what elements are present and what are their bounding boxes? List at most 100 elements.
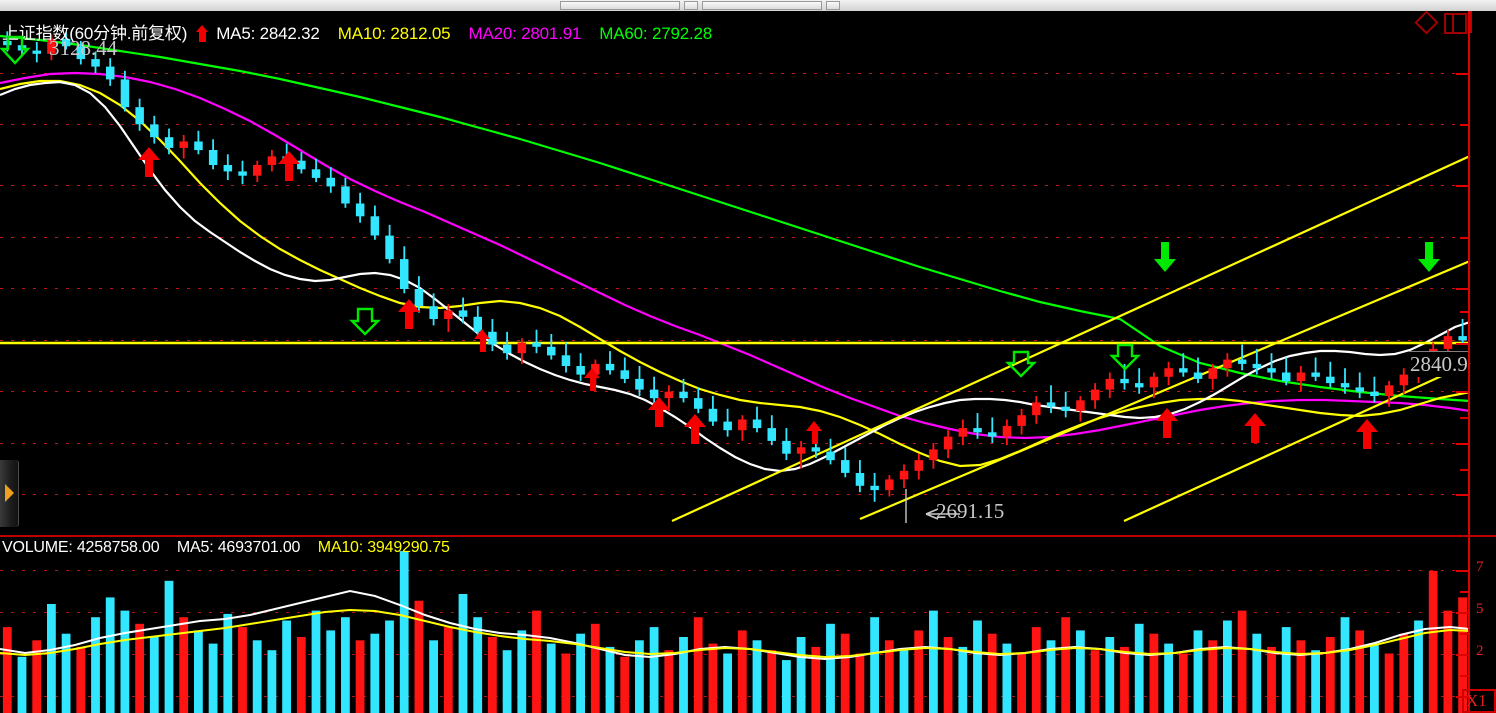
candle-body xyxy=(1296,372,1306,382)
buy-signal-arrow xyxy=(648,397,670,427)
split-pane-icon[interactable] xyxy=(1444,13,1467,34)
candle-body xyxy=(782,440,791,454)
toolbar-segment-2[interactable] xyxy=(684,1,698,10)
volume-bar xyxy=(2,627,12,713)
volume-bar xyxy=(120,610,130,713)
volume-bar xyxy=(1296,640,1306,713)
axis-tick xyxy=(1456,494,1470,496)
sell-signal-arrow xyxy=(1418,242,1440,272)
volume-bar xyxy=(1428,570,1438,713)
volume-bar xyxy=(840,633,850,713)
ma60-line xyxy=(0,34,1471,403)
low-price-label: 2691.15 xyxy=(936,499,1005,523)
gridline xyxy=(0,288,1470,289)
volume-bar xyxy=(1031,627,1041,713)
candle-body xyxy=(488,331,497,345)
volume-ma10-legend: MA10: 3949290.75 xyxy=(317,539,450,556)
buy-signal-arrow xyxy=(684,414,706,444)
candle-body xyxy=(502,344,512,354)
volume-bar xyxy=(1105,637,1115,713)
volume-bar xyxy=(796,637,806,713)
toolbar-segment-1[interactable] xyxy=(560,1,680,10)
high-price-label: 3128.44 xyxy=(49,36,118,60)
gridline xyxy=(0,391,1470,392)
candle-body xyxy=(208,150,218,165)
candle-body xyxy=(826,451,835,461)
volume-title: VOLUME: 4258758.00 xyxy=(2,539,160,556)
gridline xyxy=(0,185,1470,186)
volume-bar-series xyxy=(2,551,1467,713)
axis-tick xyxy=(1456,288,1470,290)
window-icon-group[interactable] xyxy=(1414,10,1480,35)
toolbar-segment-3[interactable] xyxy=(702,1,822,10)
volume-bar xyxy=(458,594,468,713)
candle-body xyxy=(91,59,100,67)
candle-body xyxy=(988,432,997,437)
axis-tick xyxy=(1460,237,1470,239)
axis-tick xyxy=(1456,343,1470,345)
price-chart-panel[interactable]: 上证指数(60分钟.前复权) MA5: 2842.32 MA10: 2812.0… xyxy=(0,11,1496,535)
expand-panel-handle[interactable] xyxy=(0,460,19,527)
candle-body xyxy=(1326,376,1335,384)
axis-tick xyxy=(1456,185,1470,187)
volume-bar xyxy=(620,656,630,713)
volume-axis xyxy=(1468,537,1470,713)
volume-bar xyxy=(929,610,938,713)
volume-chart-panel[interactable]: VOLUME: 4258758.00 MA5: 4693701.00 MA10:… xyxy=(0,537,1496,713)
low-marker-arrow xyxy=(925,508,960,520)
gridline xyxy=(0,124,1470,125)
sell-signal-hollow-icon xyxy=(1109,343,1141,371)
volume-bar xyxy=(1223,620,1232,713)
volume-bar xyxy=(679,637,688,713)
candle-body xyxy=(738,419,747,431)
volume-bar xyxy=(1325,637,1335,713)
candle-body xyxy=(1164,368,1173,377)
candle-body xyxy=(1370,391,1379,396)
axis-tick xyxy=(1456,654,1470,656)
volume-bar xyxy=(370,633,380,713)
zoom-level-badge[interactable]: X1 xyxy=(1462,689,1496,713)
ma5-legend: MA5: 2842.32 xyxy=(216,24,320,43)
volume-bar xyxy=(488,637,497,713)
cursor-price-label: 2840.9 xyxy=(1408,351,1470,377)
volume-bar xyxy=(1311,650,1320,713)
candle-body xyxy=(1179,368,1188,373)
sell-signal-hollow-icon xyxy=(1005,350,1037,378)
diamond-icon[interactable] xyxy=(1414,10,1439,35)
candle-body xyxy=(1399,374,1409,386)
candle-body xyxy=(1032,402,1041,416)
candle-body xyxy=(400,259,409,289)
candle-body xyxy=(1149,376,1159,388)
candle-body xyxy=(708,408,718,422)
gridline xyxy=(0,73,1470,74)
volume-bar xyxy=(1252,633,1262,713)
volume-bar xyxy=(1046,640,1056,713)
volume-bar xyxy=(341,617,350,713)
candle-body xyxy=(1311,372,1320,377)
price-legend: 上证指数(60分钟.前复权) MA5: 2842.32 MA10: 2812.0… xyxy=(2,23,712,44)
volume-bar xyxy=(179,617,189,713)
candle-body xyxy=(76,46,86,60)
candle-body xyxy=(370,216,380,236)
candle-body xyxy=(796,447,806,454)
candle-body xyxy=(150,124,159,138)
gridline xyxy=(0,340,1470,341)
volume-bar xyxy=(385,620,394,713)
candle-body xyxy=(1046,402,1056,407)
candle-body xyxy=(576,366,585,375)
volume-bar xyxy=(708,643,718,713)
candle-body xyxy=(106,66,115,80)
toolbar-segment-4[interactable] xyxy=(826,1,840,10)
trendline-upper xyxy=(671,154,1471,523)
volume-bar xyxy=(326,630,336,713)
candle-body xyxy=(1090,389,1100,401)
volume-bar xyxy=(1370,643,1379,713)
volume-bar xyxy=(752,640,762,713)
volume-bar xyxy=(767,650,777,713)
volume-bar xyxy=(267,650,277,713)
buy-signal-arrow xyxy=(806,421,823,444)
volume-bar xyxy=(576,633,585,713)
candle-body xyxy=(120,79,130,108)
trendline-mid xyxy=(859,259,1471,521)
volume-bar xyxy=(105,597,115,713)
